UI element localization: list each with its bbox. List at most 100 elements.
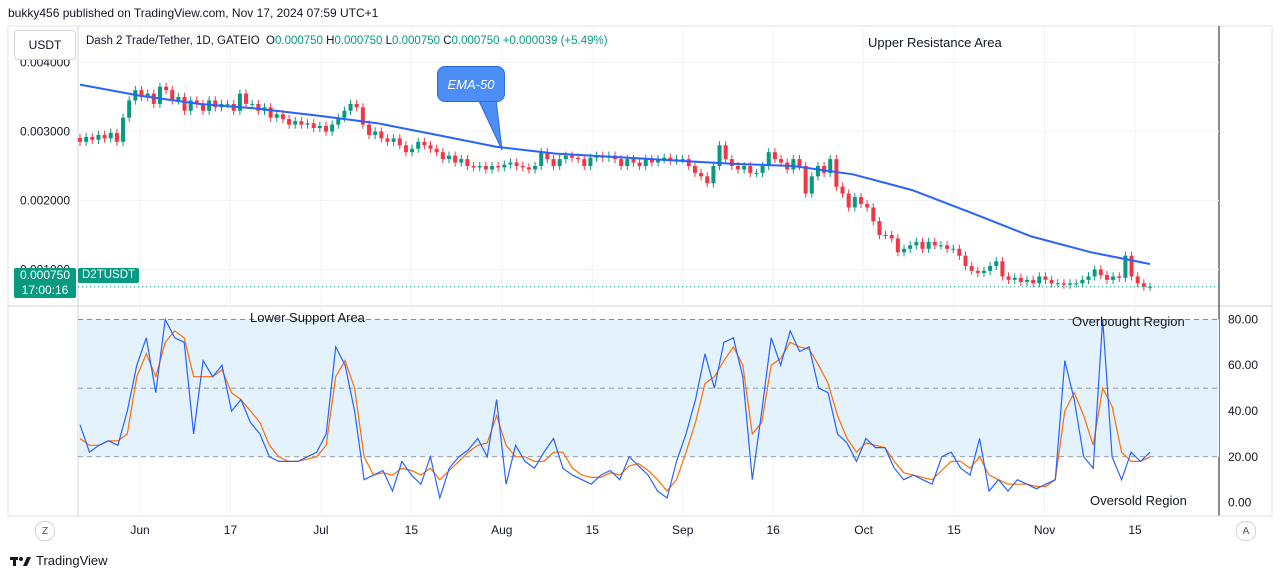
candle-body (1049, 279, 1054, 284)
candle-body (883, 235, 888, 236)
candle-body (729, 159, 734, 166)
open-value: 0.000750 (274, 35, 323, 47)
candle-body (625, 159, 630, 166)
stochastic-k-line (79, 317, 1151, 501)
symbol-description[interactable]: Dash 2 Trade/Tether, 1D, GATEIO (86, 35, 260, 47)
candle-body (815, 166, 820, 177)
candle-body (336, 117, 341, 125)
candle-body (490, 166, 495, 170)
candle-body (225, 103, 230, 105)
candle-body (237, 93, 242, 111)
currency-button[interactable]: USDT (14, 30, 76, 60)
ema-callout: EMA-50 (437, 66, 505, 102)
candle-body (127, 100, 132, 118)
candle-body (317, 125, 322, 129)
candle-body (342, 110, 347, 118)
candle-body (994, 261, 999, 267)
candle-body (717, 145, 722, 166)
candle-body (588, 157, 593, 166)
oscillator-tick-label: 0.00 (1228, 496, 1252, 510)
ema-callout-pointer (477, 98, 503, 151)
candlestick-series (78, 82, 1152, 291)
candle-body (791, 159, 796, 170)
auto-scale-button[interactable]: A (1236, 521, 1256, 541)
candle-body (446, 155, 451, 160)
candle-body (1123, 255, 1128, 278)
candle-body (797, 159, 802, 166)
candle-body (1006, 276, 1011, 280)
candle-body (114, 132, 119, 142)
time-tick-label: 15 (586, 523, 600, 537)
price-tick-label: 0.003000 (20, 125, 70, 139)
candle-body (1000, 261, 1005, 277)
candle-body (557, 159, 562, 166)
stochastic-d-line (79, 330, 1151, 493)
candle-body (403, 145, 408, 153)
published-by-text: bukky456 published on TradingView.com, N… (8, 6, 379, 20)
candle-body (78, 137, 82, 142)
candle-body (299, 121, 304, 125)
candle-body (188, 100, 193, 111)
candle-body (90, 137, 95, 140)
candle-body (969, 266, 974, 271)
candle-body (121, 117, 126, 142)
candle-body (176, 97, 181, 101)
candle-body (293, 121, 298, 125)
candle-body (96, 134, 101, 140)
candle-body (711, 166, 716, 184)
candle-body (1012, 277, 1017, 280)
candle-body (465, 159, 470, 166)
candle-body (649, 159, 654, 163)
candle-body (170, 90, 175, 101)
candle-body (373, 131, 378, 135)
candle-body (213, 100, 218, 108)
candle-body (705, 176, 710, 184)
candle-body (428, 145, 433, 149)
candle-body (846, 193, 851, 208)
candle-body (1111, 276, 1116, 280)
candle-body (852, 197, 857, 208)
candle-body (742, 166, 747, 170)
candle-body (914, 241, 919, 246)
last-price-value: 0.000750 (19, 268, 71, 282)
candle-body (151, 93, 156, 104)
candle-body (809, 176, 814, 194)
candle-body (637, 162, 642, 166)
candle-body (287, 119, 292, 125)
candle-body (280, 114, 285, 120)
brand-label: TradingView (36, 553, 108, 568)
candle-body (840, 186, 845, 194)
candle-body (760, 166, 765, 173)
candle-body (932, 241, 937, 246)
candle-body (692, 166, 697, 173)
high-value: 0.000750 (334, 35, 383, 47)
candle-body (803, 166, 808, 194)
candle-body (957, 248, 962, 256)
candle-body (680, 159, 685, 161)
candle-body (668, 157, 673, 161)
ohlc-legend: Dash 2 Trade/Tether, 1D, GATEIO O0.00075… (86, 35, 608, 47)
tradingview-logo-icon (10, 556, 31, 566)
candle-body (348, 103, 353, 111)
symbol-tag: D2TUSDT (78, 268, 140, 283)
time-tick-label: Sep (672, 523, 694, 537)
ema-50-line (79, 83, 1151, 265)
timezone-button[interactable]: Z (35, 521, 55, 541)
candle-body (453, 155, 458, 163)
candle-body (686, 159, 691, 166)
candle-body (1043, 276, 1048, 280)
candle-body (379, 131, 384, 139)
candle-body (1055, 283, 1060, 285)
candle-body (735, 166, 740, 170)
candle-body (662, 157, 667, 160)
candle-body (877, 221, 882, 235)
candle-body (1117, 276, 1122, 278)
candle-body (643, 159, 648, 166)
candle-body (323, 125, 328, 132)
candle-body (951, 248, 956, 250)
candle-body (194, 100, 199, 104)
candle-body (157, 86, 162, 104)
low-label: L (385, 35, 393, 47)
candle-body (397, 138, 402, 146)
